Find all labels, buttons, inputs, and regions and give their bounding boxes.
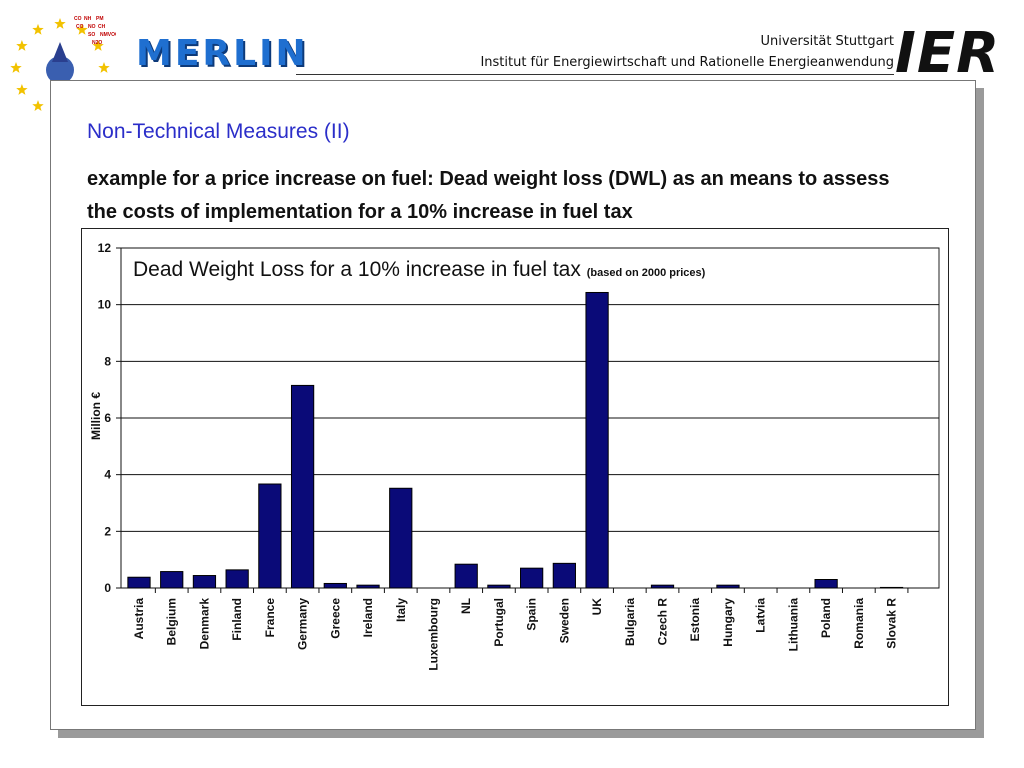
bar <box>323 582 347 589</box>
emblem-label: SO <box>88 32 95 38</box>
x-tick-label: Austria <box>132 598 146 640</box>
x-tick-label: Spain <box>525 598 539 631</box>
star-icon <box>16 84 28 95</box>
bar <box>487 584 511 589</box>
bar <box>389 487 413 589</box>
bar <box>879 586 904 589</box>
emblem-label: NMVOC <box>100 32 116 38</box>
emblem-label: CO <box>76 24 84 30</box>
bar <box>258 483 282 589</box>
emblem-label: NO <box>88 24 96 30</box>
y-tick-label: 0 <box>104 581 111 595</box>
x-tick-label: Luxembourg <box>426 598 440 671</box>
y-tick-label: 6 <box>104 411 111 425</box>
slide-subtitle: example for a price increase on fuel: De… <box>87 168 890 223</box>
y-tick-label: 2 <box>104 524 111 538</box>
x-tick-label: Germany <box>296 598 310 650</box>
bar <box>552 562 576 589</box>
x-tick-label: Poland <box>819 598 833 638</box>
ier-logo: IER <box>895 21 1001 86</box>
x-tick-label: Finland <box>230 598 244 641</box>
bar <box>290 384 315 589</box>
bar <box>814 579 838 589</box>
x-tick-label: Italy <box>394 598 408 622</box>
emblem-label: PM <box>96 16 104 22</box>
bar <box>520 567 544 589</box>
star-icon <box>16 40 28 51</box>
bar <box>585 291 609 589</box>
chart-title: Dead Weight Loss for a 10% increase in f… <box>133 258 705 282</box>
x-tick-label: Lithuania <box>786 598 800 652</box>
star-icon <box>54 18 66 29</box>
wizard-icon <box>46 56 74 84</box>
x-tick-label: Greece <box>328 598 342 639</box>
chart-title-note: (based on 2000 prices) <box>586 267 706 279</box>
x-tick-label: Belgium <box>165 598 179 645</box>
x-tick-label: Bulgaria <box>623 598 637 646</box>
x-tick-label: Hungary <box>721 598 735 647</box>
star-icon <box>92 40 104 51</box>
star-icon <box>32 100 44 111</box>
emblem-label: N2O <box>92 40 102 46</box>
institute-name: Institut für Energiewirtschaft und Ratio… <box>480 55 894 70</box>
y-tick-label: 12 <box>98 241 112 255</box>
chart-title-text: Dead Weight Loss for a 10% increase in f… <box>133 258 581 281</box>
bar <box>454 563 478 589</box>
y-axis-title: Million € <box>89 392 103 440</box>
page-title: Non-Technical Measures (II) <box>87 120 350 143</box>
x-tick-label: NL <box>459 598 473 614</box>
bar <box>192 575 217 589</box>
y-tick-label: 8 <box>104 354 111 368</box>
x-tick-label: Sweden <box>557 598 571 643</box>
emblem-label: CH <box>98 24 106 30</box>
x-tick-label: Estonia <box>688 598 702 642</box>
x-tick-label: Denmark <box>197 598 211 650</box>
star-icon <box>76 23 88 35</box>
star-icon <box>10 62 22 73</box>
bar <box>716 584 740 589</box>
star-icon <box>98 62 110 73</box>
merlin-logo: MERLIN <box>136 33 309 74</box>
university-name: Universität Stuttgart <box>760 34 894 49</box>
x-tick-label: France <box>263 598 277 638</box>
bar <box>127 576 151 589</box>
bar <box>225 569 249 589</box>
y-tick-label: 4 <box>104 468 111 482</box>
y-tick-label: 10 <box>98 298 112 312</box>
bar <box>160 571 184 589</box>
x-tick-label: UK <box>590 598 604 616</box>
x-tick-label: Czech R <box>656 598 670 646</box>
emblem-label: CO <box>74 16 82 22</box>
bar <box>356 584 380 589</box>
header-divider <box>296 74 894 75</box>
star-icon <box>32 23 44 35</box>
x-tick-label: Ireland <box>361 598 375 637</box>
bar <box>650 584 675 589</box>
x-tick-label: Portugal <box>492 598 506 647</box>
emblem-label: NH <box>84 16 92 22</box>
x-tick-label: Slovak R <box>885 598 899 649</box>
x-tick-label: Romania <box>852 598 866 649</box>
x-tick-label: Latvia <box>754 598 768 633</box>
